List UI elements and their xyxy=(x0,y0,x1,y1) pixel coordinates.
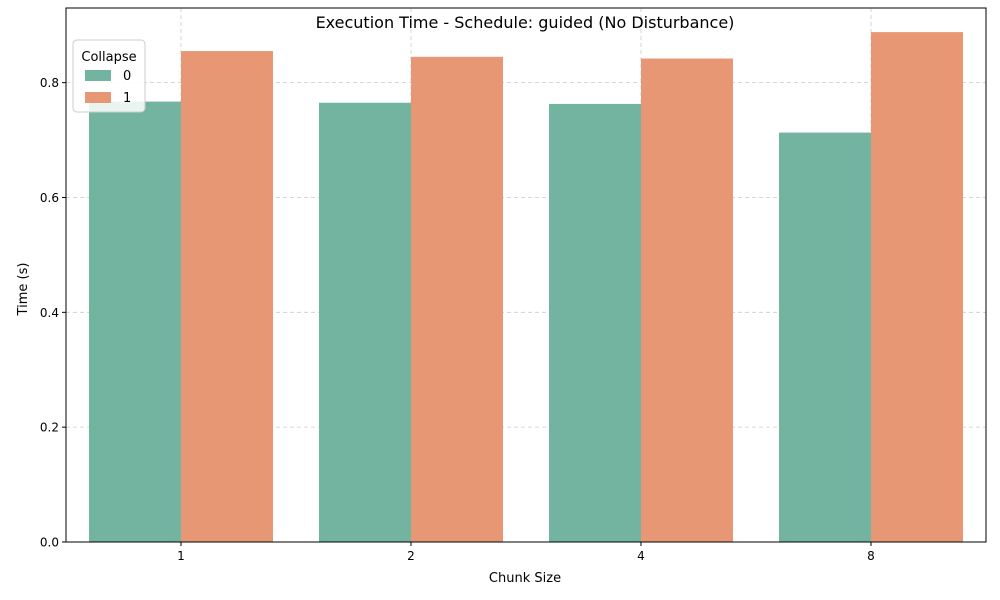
bar-series-1-1 xyxy=(181,51,273,543)
chart-title: Execution Time - Schedule: guided (No Di… xyxy=(316,13,735,32)
legend: Collapse 01 xyxy=(72,39,146,113)
x-axis-label: Chunk Size xyxy=(489,571,561,586)
y-tick-label: 0.4 xyxy=(40,306,59,320)
x-axis: 1 2 4 8 xyxy=(177,542,875,563)
y-axis-label: Time (s) xyxy=(16,263,31,317)
legend-title: Collapse xyxy=(81,50,136,65)
legend-swatch xyxy=(85,92,111,103)
bar-series-1-2 xyxy=(411,56,503,542)
bar-series-1-4 xyxy=(641,58,733,543)
bar-series-1-8 xyxy=(871,32,963,543)
x-tick-label: 2 xyxy=(407,549,415,563)
y-axis: 0.0 0.2 0.4 0.6 0.8 xyxy=(40,76,66,550)
y-tick-label: 0.6 xyxy=(40,191,59,205)
legend-items: 01 xyxy=(85,69,131,106)
bar-series-0-4 xyxy=(549,103,641,542)
plot-frame xyxy=(65,7,987,543)
x-tick-label: 1 xyxy=(177,549,185,563)
y-tick-label: 0.8 xyxy=(40,76,59,90)
x-tick-label: 4 xyxy=(637,549,645,563)
bar-series-0-2 xyxy=(319,102,411,542)
x-tick-label: 8 xyxy=(867,549,875,563)
bars xyxy=(89,32,963,543)
bar-series-0-1 xyxy=(89,101,181,542)
y-tick-label: 0.0 xyxy=(40,536,59,550)
y-tick-label: 0.2 xyxy=(40,421,59,435)
legend-label: 1 xyxy=(123,91,131,106)
legend-label: 0 xyxy=(123,69,131,84)
legend-swatch xyxy=(85,70,111,81)
bar-series-0-8 xyxy=(779,132,871,542)
